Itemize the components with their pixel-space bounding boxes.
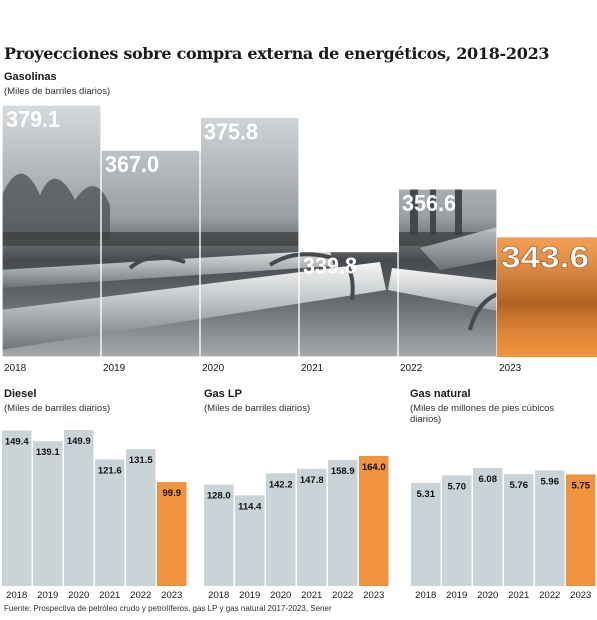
gasnatural-value-label: 5.76: [510, 480, 529, 491]
gaslp-year-label: 2020: [270, 590, 291, 601]
gaslp-value-label: 142.2: [269, 479, 293, 490]
gasolinas-value-label: 343.6: [501, 239, 589, 274]
gasnatural-bar: [504, 474, 534, 586]
gasnatural-year-label: 2022: [539, 590, 560, 601]
gaslp-value-label: 114.4: [238, 501, 262, 512]
gaslp-bar: [297, 468, 327, 586]
gasnatural-bar: [473, 468, 503, 586]
gasnatural-unit: (Miles de millones de pies cúbicos diari…: [410, 403, 555, 425]
gasolinas-bar: [397, 188, 498, 358]
gasolinas-value-label: 367.0: [105, 151, 159, 177]
gasnatural-value-label: 6.08: [479, 474, 498, 485]
gasolinas-bg-mask: [200, 98, 300, 118]
gaslp-year-label: 2022: [332, 590, 353, 601]
gaslp-unit: (Miles de barriles diarios): [204, 403, 311, 414]
gasnatural-year-label: 2023: [570, 590, 591, 601]
gasolinas-bg-mask: [101, 98, 201, 151]
gasnatural-bar: [411, 482, 441, 586]
gasolinas-year-label: 2018: [4, 363, 27, 374]
diesel-value-label: 99.9: [163, 488, 182, 499]
diesel-value-label: 149.9: [67, 436, 91, 447]
gasolinas-value-label: 379.1: [6, 106, 60, 132]
diesel-bar: [95, 459, 125, 586]
gasnatural-bar: [566, 474, 596, 586]
gaslp-bar: [235, 495, 265, 586]
diesel-year-label: 2018: [6, 590, 27, 601]
gasolinas-bar-shade: [497, 237, 597, 357]
gasnatural-year-label: 2021: [508, 590, 529, 601]
diesel-year-label: 2022: [130, 590, 151, 601]
diesel-bar: [64, 430, 94, 586]
gaslp-year-label: 2023: [363, 590, 384, 601]
gaslp-value-label: 158.9: [331, 466, 355, 477]
gaslp-year-label: 2018: [208, 590, 229, 601]
gasnatural-value-label: 5.70: [448, 481, 467, 492]
diesel-year-label: 2023: [161, 590, 182, 601]
gasnatural-value-label: 5.31: [417, 489, 436, 500]
gasolinas-bg-mask: [497, 98, 597, 238]
gasolinas-year-label: 2022: [400, 363, 423, 374]
gasolinas-bar: [100, 149, 201, 358]
gasnatural-title: Gas natural: [410, 388, 471, 400]
diesel-year-label: 2020: [68, 590, 89, 601]
gasolinas-value-label: 356.6: [402, 190, 456, 216]
diesel-year-label: 2019: [37, 590, 58, 601]
gasnatural-year-label: 2018: [415, 590, 436, 601]
gasolinas-unit: (Miles de barriles diarios): [4, 86, 111, 97]
diesel-unit: (Miles de barriles diarios): [4, 403, 111, 414]
gasolinas-bg-mask: [2, 98, 102, 105]
diesel-value-label: 121.6: [98, 465, 122, 476]
gasolinas-baseline-mask: [0, 357, 597, 360]
gasolinas-year-label: 2023: [499, 363, 522, 374]
gasnatural-bar: [535, 470, 565, 586]
gasolinas-year-label: 2019: [103, 363, 126, 374]
diesel-bar: [126, 449, 156, 586]
source-note: Fuente: Prospectiva de petróleo crudo y …: [4, 604, 332, 613]
gasolinas-bg-mask: [398, 98, 498, 189]
page-title: Proyecciones sobre compra externa de ene…: [4, 44, 550, 63]
gasolinas-value-label: 339.8: [303, 253, 357, 279]
gasnatural-year-label: 2020: [477, 590, 498, 601]
diesel-bar: [33, 441, 63, 586]
gasolinas-bar: [199, 116, 300, 358]
diesel-value-label: 149.4: [5, 437, 29, 448]
gaslp-bar: [266, 473, 296, 586]
gaslp-year-label: 2019: [239, 590, 260, 601]
gaslp-bar: [204, 484, 234, 586]
diesel-bar: [2, 430, 32, 586]
gasnatural-value-label: 5.96: [541, 476, 560, 487]
gaslp-value-label: 128.0: [207, 491, 231, 502]
gasnatural-year-label: 2019: [446, 590, 467, 601]
gasolinas-title: Gasolinas: [4, 71, 57, 83]
gasolinas-value-label: 375.8: [204, 118, 258, 144]
gaslp-value-label: 147.8: [300, 475, 324, 486]
gaslp-value-label: 164.0: [362, 462, 386, 473]
gaslp-bar: [359, 456, 389, 586]
gasnatural-bar: [442, 475, 472, 586]
diesel-value-label: 131.5: [129, 455, 153, 466]
diesel-value-label: 139.1: [36, 447, 60, 458]
gaslp-bar: [328, 460, 358, 586]
gasolinas-year-label: 2020: [202, 363, 225, 374]
diesel-year-label: 2021: [99, 590, 120, 601]
gasolinas-bar: [1, 104, 102, 358]
gasolinas-bg-mask: [299, 98, 399, 252]
gaslp-title: Gas LP: [204, 388, 242, 400]
gasolinas-year-label: 2021: [301, 363, 324, 374]
gaslp-year-label: 2021: [301, 590, 322, 601]
diesel-bar: [157, 482, 187, 586]
gasnatural-value-label: 5.75: [572, 480, 591, 491]
diesel-title: Diesel: [4, 388, 37, 400]
